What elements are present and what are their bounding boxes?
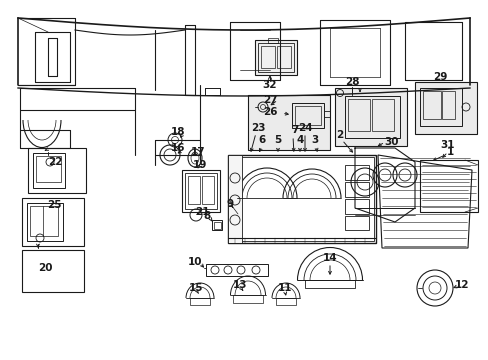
Bar bbox=[212, 220, 222, 230]
Text: 27: 27 bbox=[262, 95, 277, 105]
Text: 5: 5 bbox=[274, 135, 281, 145]
Text: 21: 21 bbox=[194, 207, 209, 217]
Bar bbox=[33, 153, 65, 188]
Text: 30: 30 bbox=[384, 137, 398, 147]
Bar bbox=[275, 298, 295, 305]
Bar bbox=[345, 199, 368, 214]
Bar bbox=[36, 156, 61, 182]
Bar bbox=[267, 38, 278, 43]
Bar bbox=[345, 96, 399, 138]
Text: 12: 12 bbox=[454, 280, 468, 290]
Bar bbox=[334, 88, 406, 146]
Bar bbox=[182, 170, 220, 212]
Bar bbox=[22, 250, 84, 292]
Bar bbox=[232, 295, 263, 303]
Text: 10: 10 bbox=[187, 257, 202, 267]
Text: 16: 16 bbox=[170, 143, 185, 153]
Bar bbox=[419, 160, 477, 212]
Text: 7: 7 bbox=[291, 125, 298, 135]
Text: 20: 20 bbox=[38, 263, 52, 273]
Bar bbox=[184, 173, 217, 209]
Bar bbox=[261, 46, 274, 68]
Bar bbox=[22, 198, 84, 246]
Text: 1: 1 bbox=[446, 147, 453, 157]
Text: 29: 29 bbox=[432, 72, 446, 82]
Bar bbox=[258, 43, 293, 72]
Bar bbox=[419, 88, 461, 126]
Text: 6: 6 bbox=[258, 135, 265, 145]
Bar bbox=[247, 95, 329, 150]
Text: 11: 11 bbox=[277, 283, 292, 293]
Text: 19: 19 bbox=[192, 160, 207, 170]
Text: 32: 32 bbox=[262, 80, 277, 90]
Text: 25: 25 bbox=[47, 200, 61, 210]
Text: 24: 24 bbox=[297, 123, 312, 133]
Bar bbox=[28, 148, 86, 193]
Text: 22: 22 bbox=[48, 157, 62, 167]
Bar bbox=[30, 206, 58, 236]
Bar bbox=[291, 103, 324, 128]
Bar bbox=[294, 106, 320, 125]
Bar bbox=[202, 176, 214, 204]
Bar bbox=[227, 155, 242, 243]
Text: 14: 14 bbox=[322, 253, 337, 263]
Bar bbox=[345, 165, 368, 180]
Bar bbox=[229, 157, 373, 241]
Text: 18: 18 bbox=[170, 127, 185, 137]
Text: 31: 31 bbox=[440, 140, 454, 150]
Bar bbox=[347, 99, 369, 131]
Bar bbox=[414, 82, 476, 134]
Bar bbox=[345, 182, 368, 197]
Text: 23: 23 bbox=[250, 123, 264, 133]
Text: 3: 3 bbox=[311, 135, 318, 145]
Bar bbox=[345, 216, 368, 230]
Bar bbox=[205, 264, 267, 276]
Bar bbox=[254, 40, 296, 75]
Bar bbox=[214, 222, 221, 229]
Bar bbox=[187, 176, 200, 204]
Text: 13: 13 bbox=[232, 280, 247, 290]
Text: 9: 9 bbox=[226, 199, 233, 209]
Bar bbox=[422, 91, 440, 119]
Bar bbox=[276, 46, 290, 68]
Text: 2: 2 bbox=[336, 130, 343, 140]
Bar bbox=[441, 91, 454, 119]
Bar bbox=[190, 298, 209, 305]
Bar bbox=[27, 203, 63, 241]
Bar bbox=[305, 280, 354, 288]
Text: 4: 4 bbox=[296, 135, 303, 145]
Bar bbox=[371, 99, 393, 131]
Text: 26: 26 bbox=[262, 107, 277, 117]
Text: 8: 8 bbox=[203, 211, 210, 221]
Text: 28: 28 bbox=[344, 77, 359, 87]
Text: 15: 15 bbox=[188, 283, 203, 293]
Text: 17: 17 bbox=[190, 147, 205, 157]
Bar bbox=[227, 155, 375, 243]
